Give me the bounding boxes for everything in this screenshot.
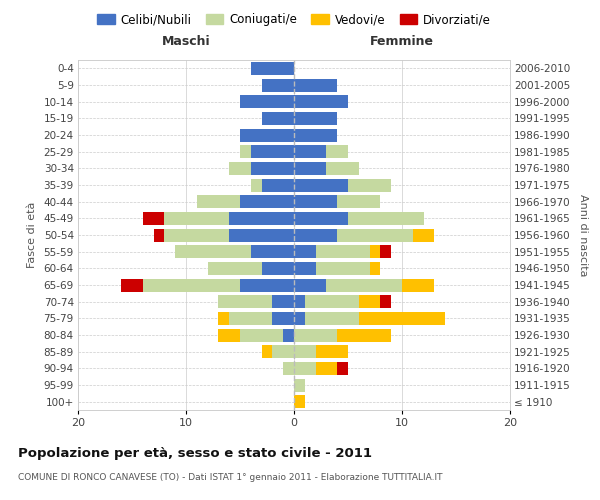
Bar bbox=[121, 278, 143, 291]
Bar bbox=[240, 328, 283, 342]
Bar bbox=[380, 295, 391, 308]
Bar bbox=[294, 362, 316, 375]
Bar bbox=[294, 378, 305, 392]
Bar bbox=[208, 262, 262, 275]
Bar bbox=[348, 178, 391, 192]
Bar bbox=[251, 145, 294, 158]
Bar bbox=[262, 345, 272, 358]
Bar bbox=[240, 128, 294, 141]
Bar bbox=[240, 195, 294, 208]
Bar bbox=[316, 362, 337, 375]
Bar bbox=[337, 228, 413, 241]
Bar bbox=[229, 162, 251, 175]
Bar bbox=[294, 245, 316, 258]
Bar bbox=[305, 312, 359, 325]
Bar bbox=[251, 245, 294, 258]
Bar bbox=[316, 262, 370, 275]
Bar bbox=[294, 162, 326, 175]
Bar bbox=[316, 245, 370, 258]
Bar bbox=[326, 145, 348, 158]
Bar bbox=[262, 262, 294, 275]
Bar bbox=[294, 228, 337, 241]
Bar bbox=[272, 295, 294, 308]
Bar bbox=[283, 328, 294, 342]
Bar bbox=[251, 62, 294, 75]
Bar bbox=[380, 245, 391, 258]
Bar bbox=[294, 195, 337, 208]
Bar bbox=[229, 312, 272, 325]
Bar bbox=[262, 78, 294, 92]
Bar bbox=[240, 95, 294, 108]
Bar bbox=[164, 212, 229, 225]
Bar bbox=[370, 262, 380, 275]
Bar bbox=[359, 295, 380, 308]
Bar bbox=[294, 345, 316, 358]
Bar bbox=[218, 328, 240, 342]
Bar bbox=[294, 312, 305, 325]
Bar bbox=[240, 145, 251, 158]
Bar bbox=[359, 312, 445, 325]
Bar bbox=[175, 245, 251, 258]
Bar bbox=[294, 145, 326, 158]
Bar bbox=[294, 212, 348, 225]
Y-axis label: Fasce di età: Fasce di età bbox=[26, 202, 37, 268]
Bar bbox=[316, 345, 348, 358]
Bar bbox=[326, 278, 402, 291]
Bar bbox=[272, 345, 294, 358]
Bar bbox=[251, 162, 294, 175]
Bar bbox=[283, 362, 294, 375]
Bar bbox=[218, 295, 272, 308]
Bar bbox=[240, 278, 294, 291]
Bar bbox=[218, 312, 229, 325]
Bar bbox=[305, 295, 359, 308]
Bar bbox=[251, 178, 262, 192]
Bar bbox=[164, 228, 229, 241]
Bar bbox=[402, 278, 434, 291]
Bar bbox=[262, 112, 294, 125]
Bar bbox=[337, 328, 391, 342]
Bar bbox=[229, 228, 294, 241]
Bar bbox=[143, 212, 164, 225]
Bar bbox=[143, 278, 240, 291]
Y-axis label: Anni di nascita: Anni di nascita bbox=[578, 194, 587, 276]
Bar bbox=[154, 228, 164, 241]
Bar bbox=[272, 312, 294, 325]
Bar bbox=[294, 112, 337, 125]
Text: Maschi: Maschi bbox=[161, 36, 211, 49]
Bar bbox=[326, 162, 359, 175]
Bar bbox=[294, 295, 305, 308]
Bar bbox=[294, 262, 316, 275]
Bar bbox=[294, 178, 348, 192]
Bar bbox=[294, 395, 305, 408]
Text: Popolazione per età, sesso e stato civile - 2011: Popolazione per età, sesso e stato civil… bbox=[18, 448, 372, 460]
Bar bbox=[294, 128, 337, 141]
Bar bbox=[337, 195, 380, 208]
Bar bbox=[370, 245, 380, 258]
Bar bbox=[413, 228, 434, 241]
Bar bbox=[294, 328, 337, 342]
Text: Femmine: Femmine bbox=[370, 36, 434, 49]
Legend: Celibi/Nubili, Coniugati/e, Vedovi/e, Divorziati/e: Celibi/Nubili, Coniugati/e, Vedovi/e, Di… bbox=[92, 8, 496, 31]
Bar bbox=[294, 95, 348, 108]
Bar bbox=[337, 362, 348, 375]
Bar bbox=[294, 278, 326, 291]
Bar bbox=[262, 178, 294, 192]
Bar bbox=[294, 78, 337, 92]
Text: COMUNE DI RONCO CANAVESE (TO) - Dati ISTAT 1° gennaio 2011 - Elaborazione TUTTIT: COMUNE DI RONCO CANAVESE (TO) - Dati IST… bbox=[18, 472, 443, 482]
Bar bbox=[348, 212, 424, 225]
Bar bbox=[229, 212, 294, 225]
Bar bbox=[197, 195, 240, 208]
